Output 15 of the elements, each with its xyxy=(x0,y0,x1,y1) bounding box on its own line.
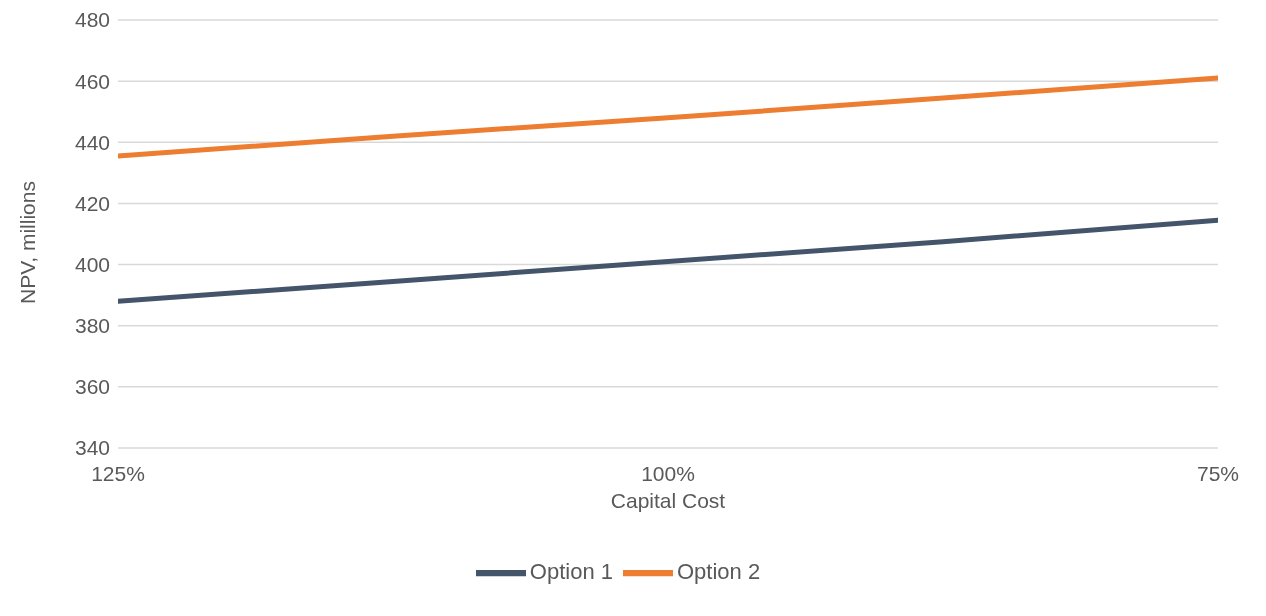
x-tick-label: 75% xyxy=(1196,461,1240,485)
y-tick-label: 480 xyxy=(74,8,110,32)
y-tick-label: 460 xyxy=(74,69,110,93)
y-tick-label: 360 xyxy=(74,375,110,399)
y-tick-label: 380 xyxy=(74,314,110,338)
y-tick-label: 420 xyxy=(74,191,110,215)
y-tick-label: 340 xyxy=(74,436,110,460)
legend-label: Option 1 xyxy=(529,558,613,584)
legend-label: Option 2 xyxy=(677,558,761,584)
y-tick-label: 400 xyxy=(74,253,110,277)
x-tick-label: 125% xyxy=(91,461,145,485)
y-tick-label: 440 xyxy=(74,130,110,154)
x-axis-title: Capital Cost xyxy=(610,489,726,512)
y-axis-title: NPV, millions xyxy=(16,181,40,304)
x-tick-label: 100% xyxy=(641,461,695,485)
